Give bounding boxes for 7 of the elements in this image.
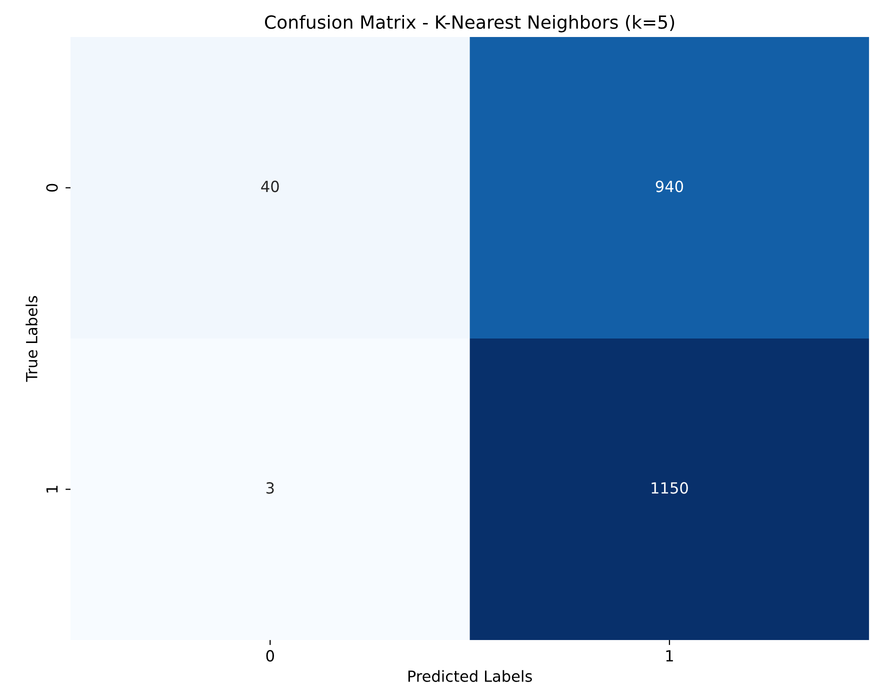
y-axis-title: True Labels [26,296,38,382]
chart-title: Confusion Matrix - K-Nearest Neighbors (k=5) [264,14,674,32]
data-label: 3 [266,482,274,494]
data-label: 1150 [652,482,688,494]
x-axis-title: Predicted Labels [408,670,532,682]
data-label: 40 [261,180,279,192]
data-label: 940 [656,180,684,192]
